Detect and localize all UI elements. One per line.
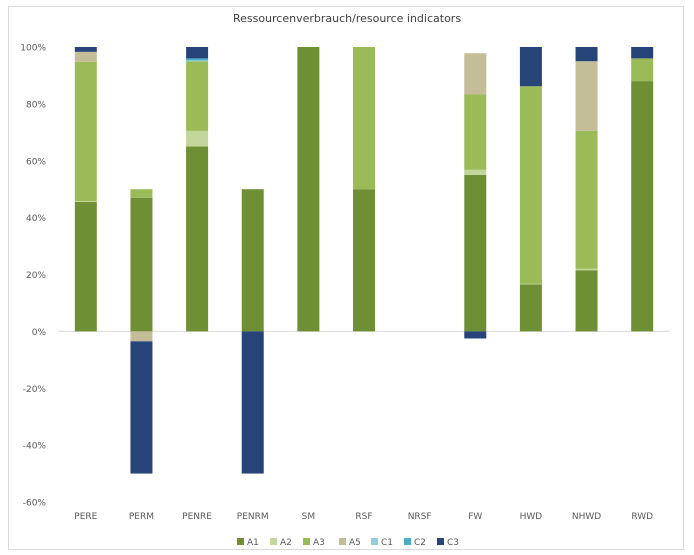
bar-fw-a1 bbox=[464, 174, 487, 332]
bar-rsf-a3 bbox=[353, 47, 375, 190]
bar-nhwd-c3 bbox=[575, 47, 598, 62]
bar-hwd-c3 bbox=[519, 47, 542, 87]
legend-swatch-a2 bbox=[270, 538, 277, 545]
y-tick-label: 20% bbox=[26, 271, 46, 281]
x-tick-label: FW bbox=[468, 512, 482, 522]
legend-label-a3: A3 bbox=[313, 538, 325, 548]
bar-penre-c3 bbox=[186, 47, 209, 59]
bar-pere-a1 bbox=[74, 201, 97, 332]
bar-nhwd-a2 bbox=[575, 268, 598, 271]
bar-perm-c3 bbox=[130, 341, 153, 474]
chart-title: Ressourcenverbrauch/resource indicators bbox=[232, 12, 462, 25]
bar-nhwd-a5 bbox=[575, 61, 598, 131]
bar-penre-a2 bbox=[186, 130, 209, 147]
legend: A1 A2 A3 A5 C1 C2 C3 bbox=[237, 538, 459, 548]
y-tick-label: -40% bbox=[23, 442, 47, 452]
bar-penrm-c3 bbox=[241, 331, 264, 474]
x-tick-label: NHWD bbox=[572, 512, 601, 522]
bar-penre-c2 bbox=[186, 58, 209, 61]
y-axis: -60% -40% -20% 0% 20% 40% 60% 80% 100% bbox=[20, 44, 670, 509]
bar-pere-a5 bbox=[74, 51, 97, 62]
bar-perm-a5 bbox=[130, 331, 153, 342]
bar-rwd-a1 bbox=[631, 81, 654, 332]
legend-label-c2: C2 bbox=[414, 538, 426, 548]
legend-label-c1: C1 bbox=[381, 538, 393, 548]
chart-frame bbox=[8, 6, 684, 550]
x-tick-label: HWD bbox=[520, 512, 543, 522]
bar-sm-a1 bbox=[297, 47, 320, 332]
legend-swatch-a1 bbox=[237, 538, 244, 545]
bar-rwd-a3 bbox=[631, 58, 654, 82]
bar-hwd-a2 bbox=[519, 283, 542, 285]
x-tick-label: SM bbox=[302, 512, 315, 522]
legend-swatch-c3 bbox=[437, 538, 444, 545]
bar-fw-a2 bbox=[464, 169, 487, 175]
bar-perm-a3 bbox=[130, 189, 153, 198]
y-tick-label: 0% bbox=[32, 328, 47, 338]
bar-perm-a1 bbox=[130, 197, 153, 332]
x-axis-labels: PERE PERM PENRE PENRM SM RSF NRSF FW HWD NHWD RWD bbox=[74, 512, 653, 522]
legend-label-a1: A1 bbox=[247, 538, 259, 548]
y-tick-label: 80% bbox=[26, 100, 46, 110]
bar-hwd-a1 bbox=[519, 284, 542, 332]
y-tick-label: 60% bbox=[26, 157, 46, 167]
bar-fw-a5 bbox=[464, 53, 487, 95]
y-tick-label: -60% bbox=[23, 499, 47, 509]
x-tick-label: RWD bbox=[631, 512, 653, 522]
bar-penrm-a1 bbox=[241, 189, 264, 332]
bar-fw-a3 bbox=[464, 94, 487, 170]
y-tick-label: -20% bbox=[23, 385, 47, 395]
legend-label-a2: A2 bbox=[280, 538, 292, 548]
x-tick-label: PENRM bbox=[237, 512, 269, 522]
bar-rwd-c3 bbox=[631, 47, 654, 59]
legend-swatch-a3 bbox=[303, 538, 310, 545]
x-tick-label: PERM bbox=[129, 512, 154, 522]
bars bbox=[74, 47, 654, 474]
legend-label-a5: A5 bbox=[349, 538, 361, 548]
bar-fw-c3 bbox=[464, 331, 487, 339]
bar-penre-a1 bbox=[186, 146, 209, 332]
bar-pere-c3 bbox=[74, 47, 97, 52]
x-tick-label: NRSF bbox=[408, 512, 432, 522]
legend-swatch-c1 bbox=[371, 538, 378, 545]
legend-label-c3: C3 bbox=[447, 538, 459, 548]
legend-swatch-a5 bbox=[339, 538, 346, 545]
x-tick-label: PERE bbox=[74, 512, 97, 522]
legend-swatch-c2 bbox=[404, 538, 411, 545]
bar-nhwd-a1 bbox=[575, 270, 598, 332]
y-tick-label: 40% bbox=[26, 214, 46, 224]
bar-nhwd-a3 bbox=[575, 130, 598, 269]
bar-pere-a2 bbox=[74, 201, 97, 202]
x-tick-label: RSF bbox=[355, 512, 372, 522]
bar-penre-a3 bbox=[186, 61, 209, 131]
bar-hwd-a3 bbox=[519, 86, 542, 284]
bar-rsf-a1 bbox=[353, 189, 375, 332]
bar-pere-a3 bbox=[74, 61, 97, 202]
x-tick-label: PENRE bbox=[182, 512, 212, 522]
bar-penre-c1 bbox=[186, 60, 209, 62]
y-tick-label: 100% bbox=[20, 44, 46, 54]
